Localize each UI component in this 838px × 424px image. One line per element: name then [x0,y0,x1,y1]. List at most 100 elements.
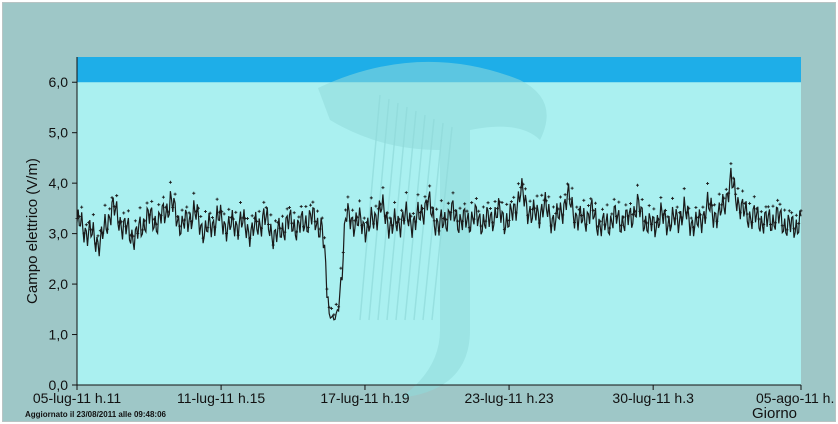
data-point [586,204,590,208]
data-point [759,210,763,214]
data-point [780,224,784,228]
data-point [521,182,525,186]
data-point [248,236,252,240]
data-point [456,219,460,223]
data-point [278,226,282,230]
data-point [112,205,116,209]
data-point [147,213,151,217]
data-point [479,224,483,228]
data-point [720,203,724,207]
data-point [699,213,703,217]
data-point [154,222,158,226]
data-point [388,216,392,220]
data-point [374,204,378,208]
data-point [439,199,443,203]
data-point [514,211,518,215]
data-point [792,227,796,231]
data-point [194,209,198,213]
data-point [126,209,130,213]
data-point [713,203,717,207]
x-axis-title: Giorno [752,405,797,422]
data-point [659,196,663,200]
data-point [323,236,327,240]
data-point [292,211,296,215]
data-point [605,203,609,207]
data-point [579,213,583,217]
data-point [685,211,689,215]
harp-string [359,94,381,321]
data-point [416,193,420,197]
data-point [657,217,661,221]
data-point [103,203,107,207]
data-point [593,201,597,205]
data-point [320,216,324,220]
data-point [743,201,747,205]
series-markers [75,162,803,317]
data-point [257,209,261,213]
data-point [502,227,506,231]
data-point [591,208,595,212]
data-point [217,210,221,214]
data-point [612,197,616,201]
data-point [668,224,672,228]
data-point [465,209,469,213]
data-point [383,214,387,218]
data-point [671,196,675,200]
y-axis: 0,0 1,0 2,0 3,0 4,0 5,0 6,0 [49,57,78,393]
data-point [274,219,278,223]
y-tick-label: 2,0 [49,276,69,292]
data-point [91,213,95,217]
data-point [778,202,782,206]
data-point [252,216,256,220]
data-point [295,230,299,234]
data-point [98,229,102,233]
data-point [437,229,441,233]
data-point [358,199,362,203]
data-point [652,207,656,211]
y-tick-label: 3,0 [49,226,69,242]
data-point [372,222,376,226]
data-point [75,217,79,221]
data-point [526,213,530,217]
data-point [206,226,210,230]
data-point [614,214,618,218]
data-point [629,202,633,206]
data-point [220,210,224,214]
y-tick-label: 6,0 [49,74,69,90]
data-point [379,202,383,206]
data-point [710,204,714,208]
data-point [435,207,439,211]
data-point [365,221,369,225]
series-line [76,167,802,321]
data-point [80,205,84,209]
data-point [463,202,467,206]
data-point [769,222,773,226]
data-point [213,225,217,229]
data-point [640,198,644,202]
data-point [407,219,411,223]
data-point [762,222,766,226]
data-point [318,227,322,231]
data-point [227,207,231,211]
data-point [393,200,397,204]
data-point [166,210,170,214]
data-point [339,266,343,270]
data-point [736,187,740,191]
data-point [311,200,315,204]
data-point [451,191,455,195]
data-point [687,206,691,210]
data-point [348,219,352,223]
data-point [507,218,511,222]
data-point [631,213,635,217]
data-point [192,191,196,195]
data-point [138,206,142,210]
data-point [470,201,474,205]
x-axis: 05-lug-11 h.11 11-lug-11 h.15 17-lug-11 h.… [33,384,834,406]
data-point [82,232,86,236]
data-point [755,207,759,211]
data-point [467,226,471,230]
data-point [264,206,268,210]
y-tick-label: 1,0 [49,327,69,343]
data-point [535,194,539,198]
data-point [694,206,698,210]
